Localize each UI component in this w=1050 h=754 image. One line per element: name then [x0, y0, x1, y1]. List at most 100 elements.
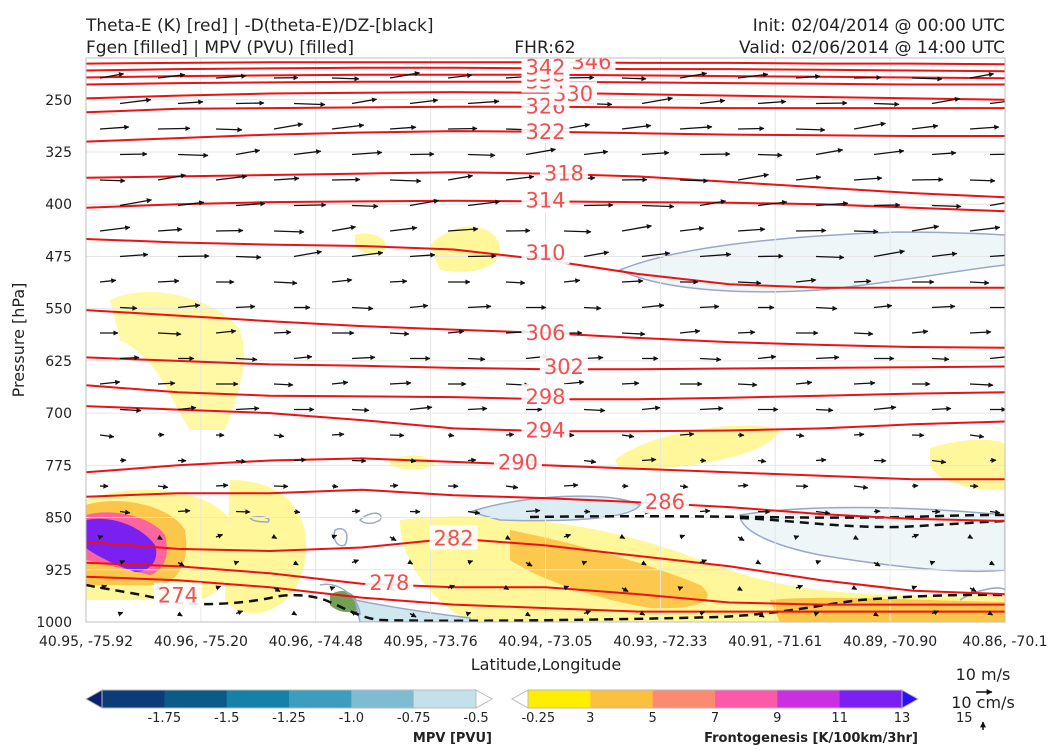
wind-vector: [236, 512, 250, 513]
wind-vector: [854, 281, 871, 282]
y-tick-label: 775: [45, 458, 72, 474]
colorbar-extend-high: [902, 690, 918, 708]
y-tick-label: 625: [45, 354, 72, 370]
wind-vector: [390, 485, 398, 486]
wind-vector: [100, 180, 125, 181]
wind-vector: [796, 231, 826, 232]
colorbar-tick-label: -0.25: [521, 711, 555, 726]
wind-vector: [158, 128, 190, 129]
frontogenesis-colorbar-title: Frontogenesis [K/100km/3hr]: [704, 731, 918, 746]
wind-reference-horizontal: 10 m/s: [956, 665, 1011, 684]
wind-vector: [274, 486, 288, 487]
wind-vector: [584, 205, 613, 206]
x-axis-label: Latitude,Longitude: [471, 655, 622, 674]
wind-vector: [738, 332, 755, 333]
wind-vector: [216, 231, 243, 232]
y-tick-label: 700: [45, 406, 72, 422]
x-tick-label: 40.95, -73.76: [384, 634, 478, 650]
wind-vector: [854, 231, 878, 232]
colorbar-tick-label: -1.75: [147, 711, 181, 726]
wind-vector: [120, 308, 137, 309]
wind-vector: [970, 180, 995, 181]
wind-vector: [564, 231, 591, 232]
colorbar-segment: [164, 690, 227, 708]
colorbar-tick-label: 7: [711, 711, 719, 726]
wind-vector: [352, 410, 369, 411]
wind-vector: [874, 104, 899, 105]
wind-vector: [352, 511, 360, 512]
colorbar-tick-label: 11: [831, 711, 848, 726]
wind-vector: [294, 512, 300, 513]
isentrope-label: 318: [544, 162, 584, 186]
y-tick-label: 250: [45, 93, 72, 109]
wind-vector: [854, 78, 881, 79]
wind-vector: [468, 460, 476, 461]
x-tick-label: 40.91, -71.61: [728, 634, 822, 650]
wind-vector: [738, 129, 764, 130]
frontogenesis-colorbar: 3 5 7 9 11 13 15: [512, 690, 973, 726]
x-tick-label: 40.89, -70.90: [843, 634, 937, 650]
mpv-colorbar: -1.75-1.5-1.25-1.0-0.75-0.5-0.25: [86, 690, 555, 726]
header-variables-line1: Theta-E (K) [red] | -D(theta-E)/DZ-[blac…: [85, 16, 434, 36]
colorbar-extend-high: [476, 690, 492, 708]
wind-vector: [332, 180, 360, 181]
wind-vector: [912, 180, 943, 181]
wind-vector: [758, 155, 782, 156]
wind-vector: [448, 435, 454, 436]
isentrope-label: 294: [525, 419, 565, 443]
y-tick-label: 550: [45, 302, 72, 318]
isentrope-label: 302: [544, 355, 584, 379]
colorbar-tick-label: 15: [956, 711, 973, 726]
colorbar-segment: [351, 690, 414, 708]
wind-vector: [390, 435, 404, 436]
colorbar-tick-label: 13: [894, 711, 911, 726]
y-tick-label: 475: [45, 249, 72, 265]
wind-vector: [294, 460, 306, 461]
wind-vector: [236, 103, 264, 104]
isentrope-label: 346: [571, 50, 611, 74]
wind-vector: [216, 129, 242, 130]
wind-vector: [584, 308, 601, 309]
fgen-fill: [770, 598, 1005, 622]
y-tick-label: 1000: [36, 615, 72, 631]
wind-vector: [158, 383, 175, 384]
isentrope-label: 310: [525, 241, 565, 265]
wind-vector: [120, 154, 147, 155]
wind-vector: [468, 256, 496, 257]
wind-vector: [352, 461, 366, 462]
wind-vector: [294, 205, 326, 206]
colorbar-extend-low: [86, 690, 102, 708]
colorbar-tick-label: 5: [649, 711, 657, 726]
wind-vector: [738, 485, 748, 486]
y-tick-label: 325: [45, 145, 72, 161]
colorbar-tick-label: 3: [586, 711, 594, 726]
wind-reference-vertical: 10 cm/s: [951, 693, 1015, 712]
y-tick-label: 925: [45, 563, 72, 579]
isentrope-label: 278: [369, 571, 409, 595]
wind-vector: [178, 511, 190, 512]
colorbar-tick-label: -0.75: [397, 711, 431, 726]
wind-vector: [622, 78, 646, 79]
colorbar-extend-low: [512, 690, 528, 708]
colorbar-tick-label: 9: [773, 711, 781, 726]
isentrope-label: 286: [645, 490, 685, 514]
wind-vector: [932, 359, 949, 360]
mpv-colorbar-title: MPV [PVU]: [413, 731, 492, 746]
colorbar-segment: [289, 690, 352, 708]
isentrope-label: 274: [158, 584, 198, 608]
isentrope-label: 298: [525, 385, 565, 409]
colorbar-segment: [414, 690, 477, 708]
wind-vector: [622, 383, 639, 384]
wind-vector: [352, 206, 378, 207]
wind-vector: [390, 281, 407, 282]
wind-vector: [816, 410, 833, 411]
wind-vector: [506, 434, 514, 435]
wind-vector: [990, 154, 1017, 155]
isentrope-label: 322: [525, 120, 565, 144]
x-tick-label: 40.93, -72.33: [613, 634, 707, 650]
isentrope-label: 314: [525, 189, 565, 213]
colorbar-segment: [715, 690, 778, 708]
